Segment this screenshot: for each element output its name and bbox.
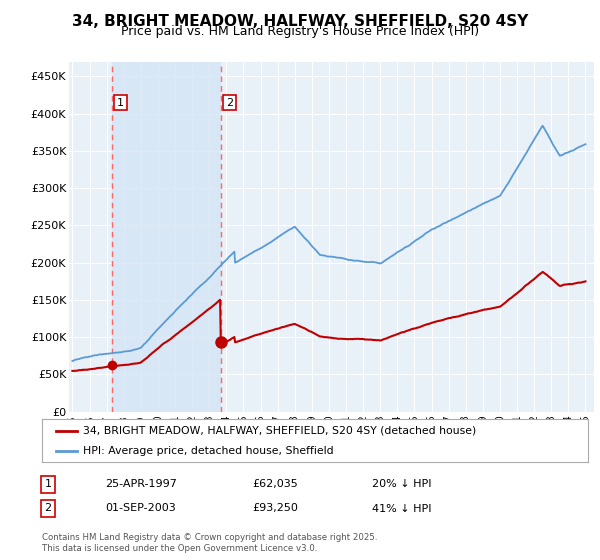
Text: 1: 1	[117, 97, 124, 108]
Text: Contains HM Land Registry data © Crown copyright and database right 2025.
This d: Contains HM Land Registry data © Crown c…	[42, 533, 377, 553]
Text: 2: 2	[44, 503, 52, 514]
Text: 20% ↓ HPI: 20% ↓ HPI	[372, 479, 431, 489]
Text: £62,035: £62,035	[252, 479, 298, 489]
Text: 2: 2	[226, 97, 233, 108]
Text: 41% ↓ HPI: 41% ↓ HPI	[372, 503, 431, 514]
Text: 1: 1	[44, 479, 52, 489]
Text: 25-APR-1997: 25-APR-1997	[105, 479, 177, 489]
Text: 34, BRIGHT MEADOW, HALFWAY, SHEFFIELD, S20 4SY: 34, BRIGHT MEADOW, HALFWAY, SHEFFIELD, S…	[72, 14, 528, 29]
Text: HPI: Average price, detached house, Sheffield: HPI: Average price, detached house, Shef…	[83, 446, 334, 455]
Bar	[112, 62, 221, 412]
Text: 34, BRIGHT MEADOW, HALFWAY, SHEFFIELD, S20 4SY (detached house): 34, BRIGHT MEADOW, HALFWAY, SHEFFIELD, S…	[83, 426, 476, 436]
Text: £93,250: £93,250	[252, 503, 298, 514]
Text: 01-SEP-2003: 01-SEP-2003	[105, 503, 176, 514]
Text: Price paid vs. HM Land Registry's House Price Index (HPI): Price paid vs. HM Land Registry's House …	[121, 25, 479, 38]
